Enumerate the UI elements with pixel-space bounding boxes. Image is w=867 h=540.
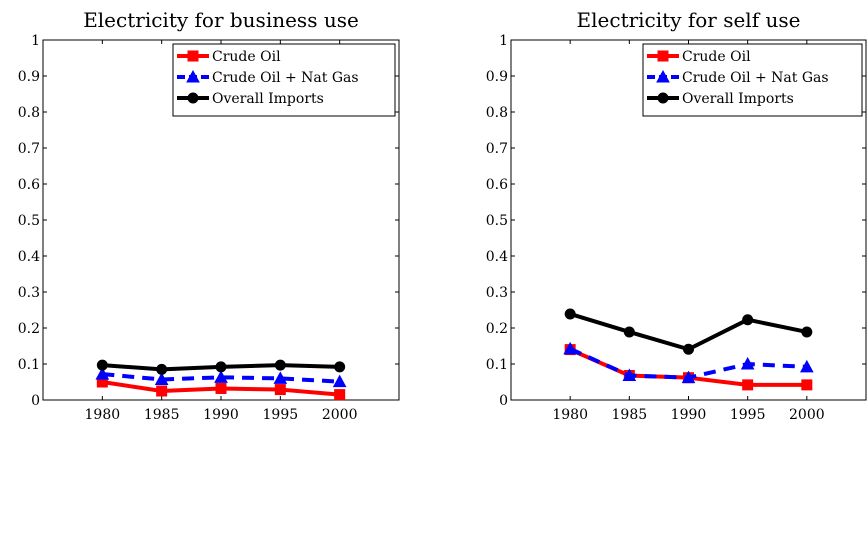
data-point [622,368,637,382]
y-tick-label: 0.5 [18,213,40,229]
legend-marker [187,92,199,104]
data-point [801,379,813,391]
legend-box [172,43,396,117]
y-tick-label: 1 [499,33,508,49]
y-tick-label: 0.9 [486,69,508,85]
x-tick-label: 1990 [203,407,239,423]
data-point [273,371,288,384]
data-point [681,370,696,384]
chart-panel-1: Electricity for business use 0 0.1 0.2 0.3 0.… [18,8,400,423]
legend: Crude Oil Crude Oil + Nat Gas Overall Impo… [172,43,396,117]
x-tick-label: 1980 [552,407,588,423]
chart-title: Electricity for self use [577,8,801,32]
y-tick-label: 0.3 [18,285,40,301]
data-point [215,382,227,394]
chart-title: Electricity for business use [83,8,359,32]
legend-label: Overall Imports [212,91,324,107]
legend-label: Crude Oil [682,49,751,65]
legend-marker [657,50,669,62]
x-tick-label: 2000 [789,407,825,423]
y-tick-label: 0.7 [18,141,40,157]
y-tick-label: 0.6 [18,177,40,193]
data-point [156,385,168,397]
series-overall-imports [96,359,346,375]
legend-label: Crude Oil + Nat Gas [682,70,829,86]
x-tick-label: 1995 [730,407,766,423]
data-point [156,363,168,375]
chart-panel-2: Electricity for self use 0 0.1 0.2 0.3 0.4 0.5… [486,8,867,423]
data-point [334,389,346,401]
x-tick-label: 2000 [322,407,358,423]
data-point [740,356,755,370]
data-point [683,343,694,355]
legend-box [642,43,863,117]
x-tick-label: 1990 [671,407,707,423]
data-point [799,359,814,373]
data-point [214,370,228,383]
series-overall-imports [564,308,813,355]
y-tick-label: 0.5 [486,213,508,229]
x-tick-label: 1995 [263,407,299,423]
data-point [564,308,576,320]
data-point [154,372,169,385]
x-tick-label: 1985 [144,407,180,423]
series-crude-oil [96,376,346,401]
legend-marker [186,69,200,83]
x-tick-label: 1985 [612,407,648,423]
legend-label: Crude Oil [212,49,281,65]
legend-label: Overall Imports [682,91,794,107]
legend-label: Crude Oil + Nat Gas [212,70,359,86]
y-tick-label: 0.4 [486,249,508,265]
y-tick-label: 0.1 [486,357,508,373]
y-tick-label: 0.9 [18,69,40,85]
data-point [742,314,754,326]
y-tick-label: 0 [499,393,508,409]
legend: Crude Oil Crude Oil + Nat Gas Overall Impo… [642,43,863,117]
legend-marker [187,50,199,62]
data-point [623,326,635,338]
data-point [334,361,346,373]
y-tick-label: 1 [31,33,40,49]
legend-marker [656,69,670,83]
y-tick-label: 0.4 [18,249,40,265]
legend-marker [657,92,669,104]
data-point [801,326,813,338]
y-tick-label: 0 [31,393,40,409]
y-tick-label: 0.8 [18,105,40,121]
y-tick-label: 0.2 [486,321,508,337]
data-point [95,367,110,380]
y-tick-label: 0.6 [486,177,508,193]
series-crude-oil-nat-gas [563,341,814,384]
y-tick-label: 0.7 [486,141,508,157]
data-point [742,379,754,391]
y-tick-label: 0.2 [18,321,40,337]
data-point [96,359,108,371]
y-tick-label: 0.1 [18,357,40,373]
data-point [274,384,286,396]
data-point [274,359,286,371]
data-point [332,374,347,388]
series-crude-oil-nat-gas [95,367,347,388]
y-tick-label: 0.3 [486,285,508,301]
y-tick-label: 0.8 [486,105,508,121]
data-point [215,361,227,373]
x-tick-label: 1980 [85,407,121,423]
data-point [563,341,578,355]
